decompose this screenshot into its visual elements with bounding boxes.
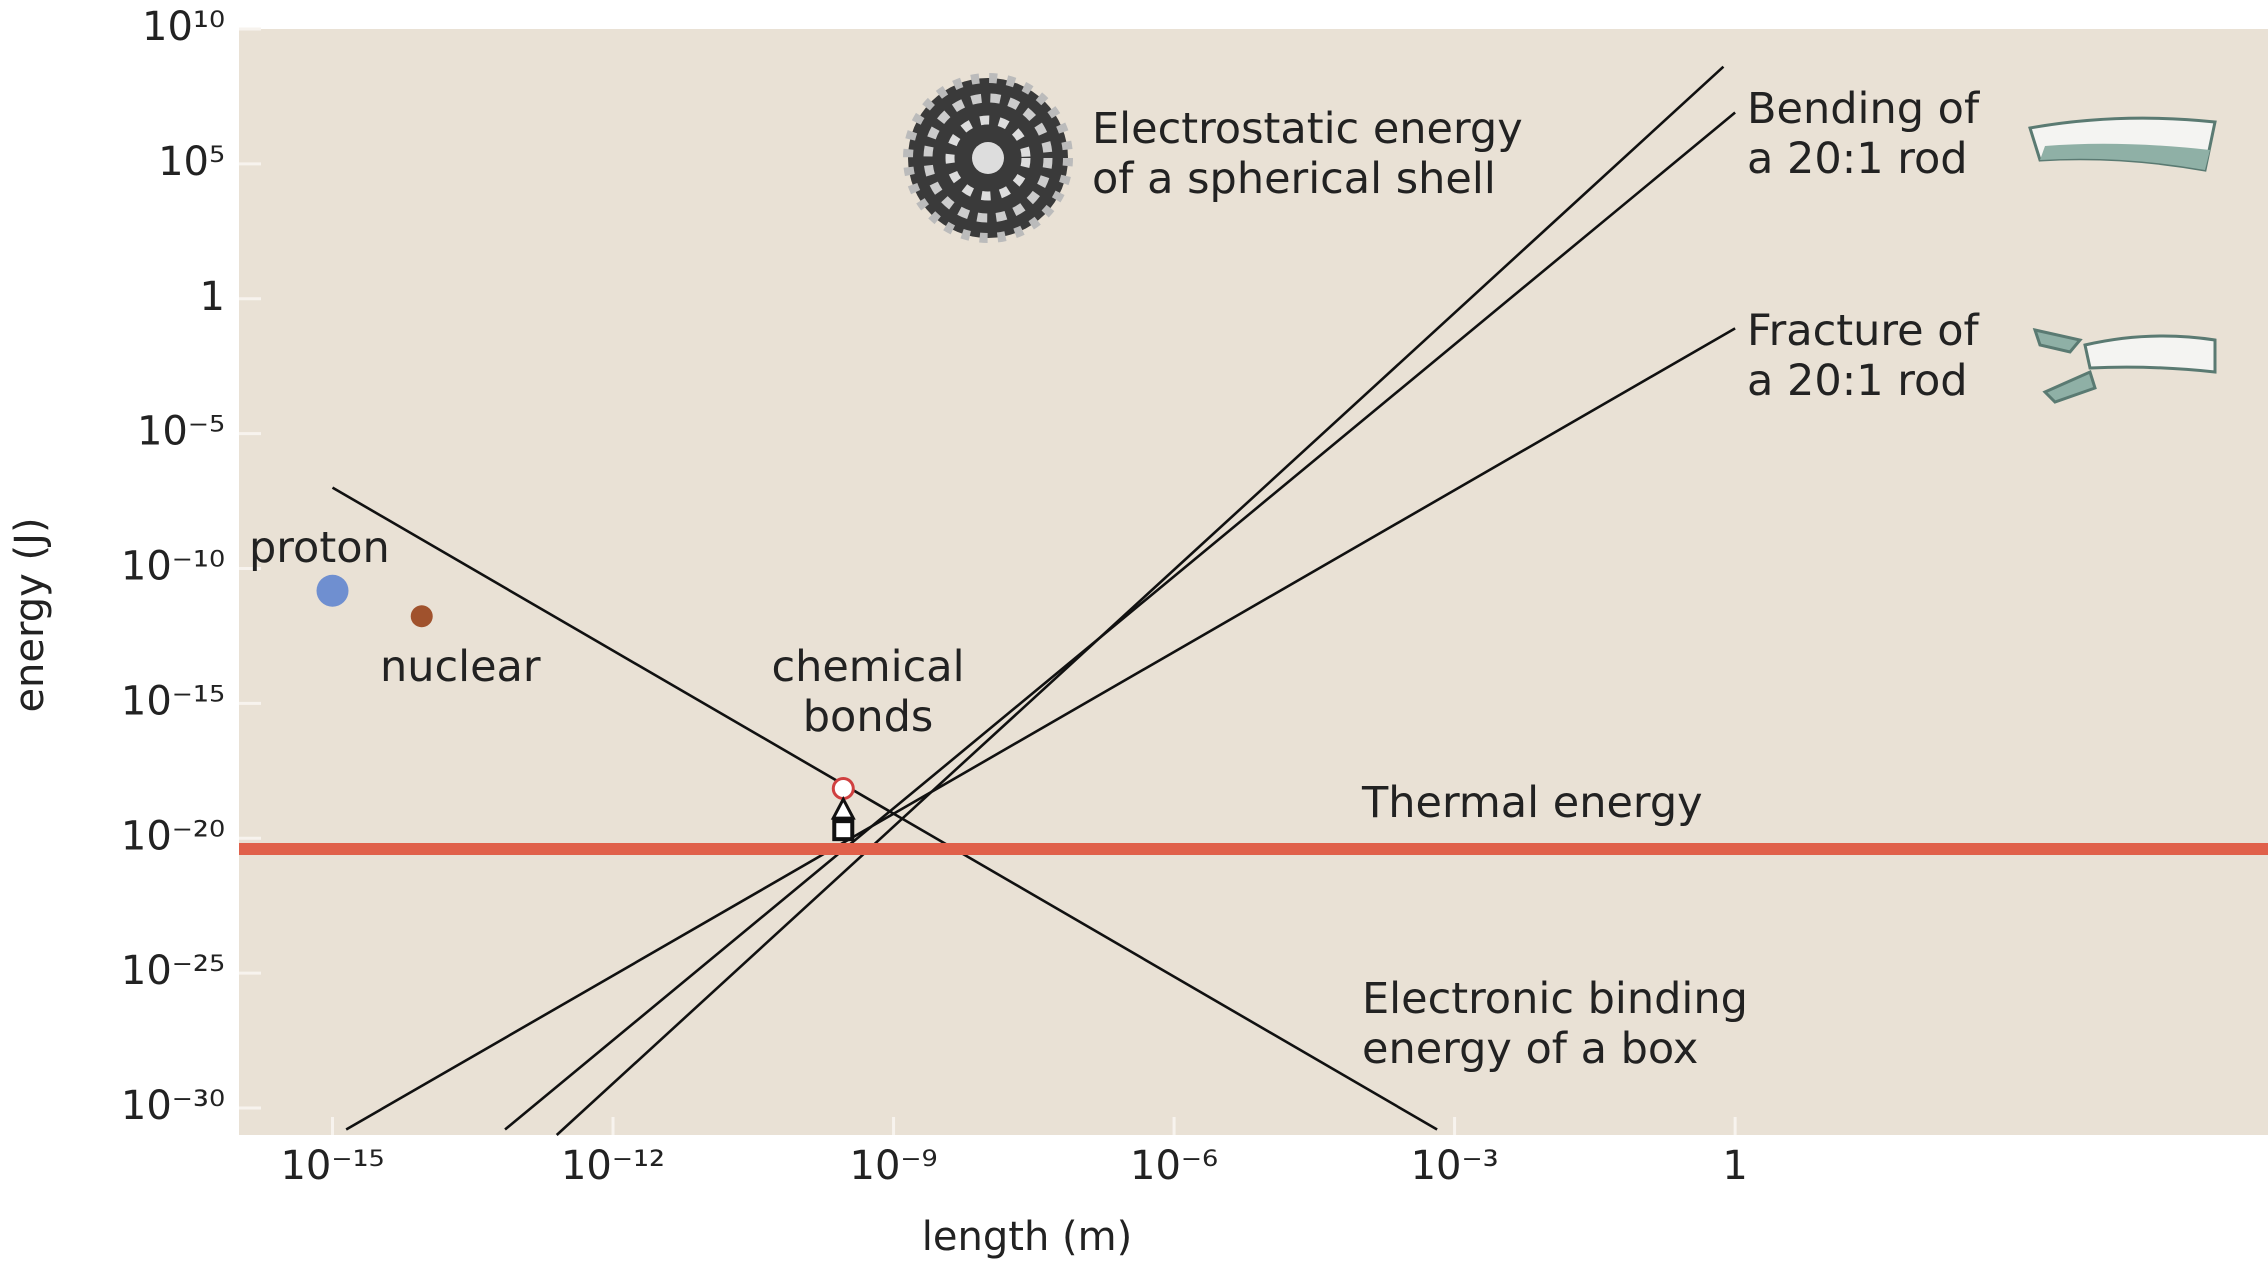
x-tick-label: 10⁻⁹ [850,1143,938,1189]
x-tick-label: 10⁻¹² [561,1143,665,1189]
series-label: Electronic binding energy of a box [1362,974,1822,1074]
point-label: chemical bonds [758,642,978,742]
series-label: Electrostatic energy of a spherical shel… [1092,104,1572,204]
sphere-icon [908,78,1068,238]
y-tick-label: 10⁻¹⁰ [121,544,225,590]
y-tick-label: 10¹⁰ [142,4,225,50]
page: energy (J) length (m) 10¹⁰ 10⁵ 1 10⁻⁵ 10⁻¹⁰ 1… [0,0,2268,1266]
y-tick-label: 10⁻¹⁵ [121,678,225,724]
point [834,821,852,839]
series-label: Fracture of a 20:1 rod [1747,306,2017,406]
x-tick-label: 10⁻⁶ [1130,1143,1218,1189]
x-tick-label: 10⁻¹⁵ [280,1143,384,1189]
y-tick-label: 10⁻²⁰ [121,813,225,859]
y-tick-label: 10⁻⁵ [137,409,225,455]
y-tick-label: 10⁻²⁵ [121,948,225,994]
y-tick-label: 1 [200,274,225,320]
y-axis-label: energy (J) [7,517,53,712]
x-axis-label: length (m) [922,1214,1132,1260]
point [411,605,433,627]
point-label: nuclear [380,642,541,692]
x-tick-label: 10⁻³ [1411,1143,1499,1189]
x-tick-label: 1 [1722,1143,1747,1189]
series-label: Bending of a 20:1 rod [1747,84,2017,184]
y-tick-label: 10⁻³⁰ [121,1083,225,1129]
point-label: proton [249,523,390,573]
point [833,778,853,798]
y-tick-label: 10⁵ [158,139,225,185]
series-label: Thermal energy [1362,778,1862,828]
point [317,575,349,607]
